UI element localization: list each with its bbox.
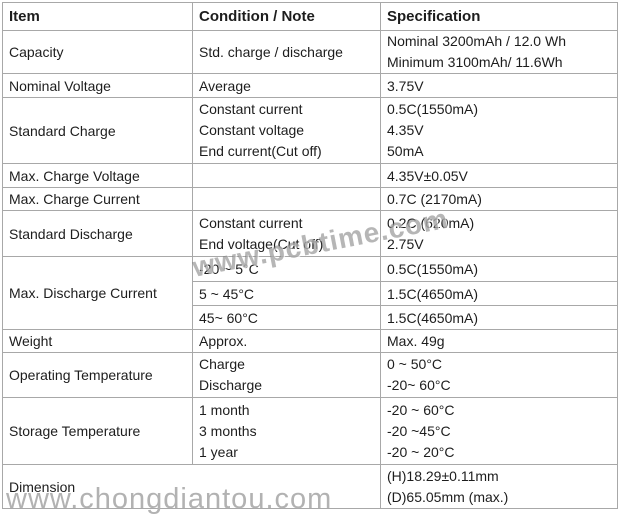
header-condition: Condition / Note bbox=[192, 2, 381, 31]
row-standard-charge: Standard Charge Constant current Constan… bbox=[2, 97, 618, 164]
row-max-charge-voltage: Max. Charge Voltage 4.35V±0.05V bbox=[2, 163, 618, 188]
cell-item-nominal-voltage: Nominal Voltage bbox=[2, 73, 193, 98]
row-max-charge-current: Max. Charge Current 0.7C (2170mA) bbox=[2, 187, 618, 211]
row-dimension: Dimension (H)18.29±0.11mm (D)65.05mm (ma… bbox=[2, 464, 618, 509]
battery-spec-table: Item Condition / Note Specification Capa… bbox=[2, 2, 618, 509]
cell-spec-standard-discharge: 0.2C (620mA) 2.75V bbox=[380, 210, 618, 257]
cell-item-operating-temperature: Operating Temperature bbox=[2, 352, 193, 398]
header-item: Item bbox=[2, 2, 193, 31]
row-storage-temperature: Storage Temperature 1 month 3 months 1 y… bbox=[2, 397, 618, 465]
cell-spec-dimension: (H)18.29±0.11mm (D)65.05mm (max.) bbox=[380, 464, 618, 509]
cell-cond-standard-charge: Constant current Constant voltage End cu… bbox=[192, 97, 381, 164]
cell-cond-max-charge-current bbox=[192, 187, 381, 211]
spec-line: (H)18.29±0.11mm bbox=[387, 467, 499, 484]
cell-item-max-discharge-current: Max. Discharge Current bbox=[2, 256, 193, 330]
spec-line: Minimum 3100mAh/ 11.6Wh bbox=[387, 54, 563, 70]
row-capacity: Capacity Std. charge / discharge Nominal… bbox=[2, 30, 618, 74]
cell-cond-operating-temperature: Charge Discharge bbox=[192, 352, 381, 398]
spec-line: 0 ~ 50°C bbox=[387, 356, 443, 372]
cond-line: End current(Cut off) bbox=[199, 143, 322, 159]
cond-line: Charge bbox=[199, 356, 245, 372]
row-operating-temperature: Operating Temperature Charge Discharge 0… bbox=[2, 352, 618, 398]
cell-spec-max-discharge-1: 0.5C(1550mA) bbox=[380, 256, 618, 282]
cond-line: 1 year bbox=[199, 443, 238, 460]
spec-line: 50mA bbox=[387, 143, 424, 159]
spec-line: (D)65.05mm (max.) bbox=[387, 488, 509, 505]
cell-item-standard-discharge: Standard Discharge bbox=[2, 210, 193, 257]
cell-item-weight: Weight bbox=[2, 329, 193, 353]
cell-item-dimension: Dimension bbox=[2, 464, 381, 509]
row-max-discharge-sub1: Max. Discharge Current -20 ~ 5°C 0.5C(15… bbox=[2, 256, 618, 330]
cell-cond-max-discharge-1: -20 ~ 5°C bbox=[192, 256, 381, 282]
cell-item-max-charge-voltage: Max. Charge Voltage bbox=[2, 163, 193, 188]
spec-line: -20 ~ 20°C bbox=[387, 443, 455, 460]
cell-item-standard-charge: Standard Charge bbox=[2, 97, 193, 164]
spec-line: Nominal 3200mAh / 12.0 Wh bbox=[387, 33, 566, 49]
spec-line: 0.2C (620mA) bbox=[387, 214, 475, 231]
cell-cond-weight: Approx. bbox=[192, 329, 381, 353]
cell-spec-capacity: Nominal 3200mAh / 12.0 Wh Minimum 3100mA… bbox=[380, 30, 618, 74]
cell-spec-max-charge-current: 0.7C (2170mA) bbox=[380, 187, 618, 211]
row-nominal-voltage: Nominal Voltage Average 3.75V bbox=[2, 73, 618, 98]
cond-line: End voltage(Cut off) bbox=[199, 235, 324, 252]
cell-spec-operating-temperature: 0 ~ 50°C -20~ 60°C bbox=[380, 352, 618, 398]
cell-spec-max-charge-voltage: 4.35V±0.05V bbox=[380, 163, 618, 188]
cell-cond-capacity: Std. charge / discharge bbox=[192, 30, 381, 74]
spec-line: 2.75V bbox=[387, 235, 424, 252]
cell-item-capacity: Capacity bbox=[2, 30, 193, 74]
header-specification: Specification bbox=[380, 2, 618, 31]
cond-line: 3 months bbox=[199, 422, 257, 439]
cell-item-max-charge-current: Max. Charge Current bbox=[2, 187, 193, 211]
cell-cond-max-discharge-3: 45~ 60°C bbox=[192, 305, 381, 330]
row-max-discharge-sub2: 5 ~ 45°C 1.5C(4650mA) bbox=[3, 281, 618, 306]
cell-spec-weight: Max. 49g bbox=[380, 329, 618, 353]
spec-line: -20 ~45°C bbox=[387, 422, 451, 439]
cell-spec-max-discharge-2: 1.5C(4650mA) bbox=[380, 281, 618, 306]
cell-cond-max-discharge-2: 5 ~ 45°C bbox=[192, 281, 381, 306]
spec-line: -20~ 60°C bbox=[387, 377, 451, 393]
spec-line: -20 ~ 60°C bbox=[387, 401, 455, 418]
cond-line: Constant current bbox=[199, 101, 303, 117]
cell-spec-storage-temperature: -20 ~ 60°C -20 ~45°C -20 ~ 20°C bbox=[380, 397, 618, 465]
cond-line: 1 month bbox=[199, 401, 250, 418]
row-standard-discharge: Standard Discharge Constant current End … bbox=[2, 210, 618, 257]
cell-spec-nominal-voltage: 3.75V bbox=[380, 73, 618, 98]
row-weight: Weight Approx. Max. 49g bbox=[2, 329, 618, 353]
spec-line: 0.5C(1550mA) bbox=[387, 101, 479, 117]
cell-cond-nominal-voltage: Average bbox=[192, 73, 381, 98]
header-row: Item Condition / Note Specification bbox=[2, 2, 618, 31]
cell-cond-max-charge-voltage bbox=[192, 163, 381, 188]
cond-line: Discharge bbox=[199, 377, 263, 393]
cell-cond-standard-discharge: Constant current End voltage(Cut off) bbox=[192, 210, 381, 257]
spec-line: 4.35V bbox=[387, 122, 424, 138]
cell-item-storage-temperature: Storage Temperature bbox=[2, 397, 193, 465]
cell-cond-storage-temperature: 1 month 3 months 1 year bbox=[192, 397, 381, 465]
cell-spec-standard-charge: 0.5C(1550mA) 4.35V 50mA bbox=[380, 97, 618, 164]
cond-line: Constant voltage bbox=[199, 122, 305, 138]
cond-line: Constant current bbox=[199, 214, 303, 231]
cell-spec-max-discharge-3: 1.5C(4650mA) bbox=[380, 305, 618, 330]
